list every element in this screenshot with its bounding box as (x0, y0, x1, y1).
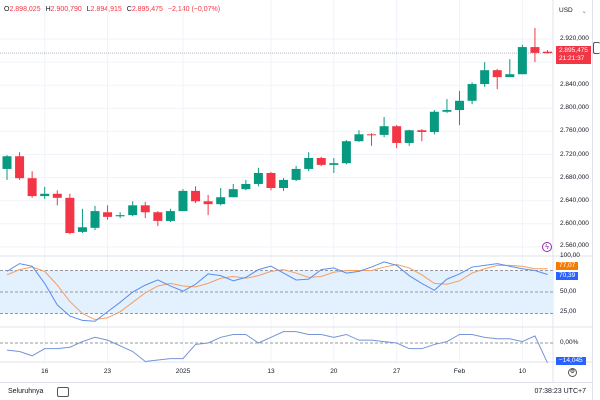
candle-body (417, 130, 427, 132)
candle-body (40, 193, 50, 197)
candle-body (455, 100, 465, 111)
price-tick-label: 2.760,000 (560, 127, 589, 135)
oscillator-line (6, 331, 548, 364)
range-all-button[interactable]: Seluruhnya (8, 388, 44, 395)
currency-dropdown[interactable]: USD ⌄ (559, 7, 587, 15)
price-chart[interactable] (0, 0, 592, 382)
lightning-icon[interactable]: ϟ (542, 242, 552, 252)
right-toolbar (592, 0, 600, 400)
stoch-k-value: 70,39 (556, 272, 579, 280)
candle-body (530, 47, 540, 53)
candle-body (103, 212, 113, 217)
price-tick-label: 2.720,000 (560, 150, 589, 158)
candle-body (90, 211, 100, 228)
time-tick-label: 13 (267, 368, 275, 375)
osc-tick-label: 0,00% (560, 339, 579, 346)
candle-body (429, 111, 439, 132)
candle-body (65, 197, 75, 234)
price-tick-label: 2.560,000 (560, 241, 589, 249)
candle-body (291, 168, 301, 180)
ohlc-legend: O2.898,025 H2.900,790 L2.894,915 C2.895,… (4, 6, 221, 13)
candle-body (191, 190, 201, 202)
candle-body (228, 189, 238, 198)
candle-body (266, 172, 276, 188)
price-tick-label: 2.840,000 (560, 81, 589, 89)
change-value: −2,140 (−0,07%) (167, 6, 221, 13)
candle-body (304, 157, 314, 169)
candle-body (216, 197, 226, 205)
time-tick-label: Feb (453, 368, 466, 375)
candle-body (354, 134, 364, 142)
clock[interactable]: 07:38:23 UTC+7 (534, 388, 586, 395)
candle-body (165, 211, 175, 221)
bottom-toolbar: Seluruhnya 07:38:23 UTC+7 (0, 382, 592, 400)
candle-body (253, 172, 263, 184)
time-tick-label: 23 (103, 368, 112, 375)
open-value: 2.898,025 (9, 6, 41, 13)
candle-body (543, 51, 553, 54)
candle-body (316, 157, 326, 165)
time-tick-label: 2025 (175, 368, 191, 375)
candle-body (52, 193, 62, 198)
stoch-k-line (6, 261, 548, 322)
close-value: 2.895,475 (131, 6, 163, 13)
candle-body (404, 130, 414, 143)
time-tick-label: 27 (393, 368, 401, 375)
candle-body (517, 47, 527, 75)
candle-body (480, 70, 490, 85)
candle-body (379, 126, 389, 135)
candle-body (279, 179, 289, 188)
stoch-tick-label: 50,00 (560, 288, 577, 295)
candle-body (505, 74, 515, 78)
candle-body (27, 178, 37, 197)
price-tick-label: 2.640,000 (560, 196, 589, 204)
candle-body (492, 70, 502, 78)
candle-body (367, 134, 377, 136)
candle-body (115, 215, 125, 217)
candle-body (77, 227, 87, 232)
price-tick-label: 2.680,000 (560, 173, 589, 181)
high-value: 2.900,790 (50, 6, 82, 13)
time-tick-label: 16 (41, 368, 49, 375)
candle-body (341, 141, 351, 164)
last-price-tag: 2.895,475 21:21:37 (556, 46, 591, 64)
candle-body (467, 84, 477, 101)
price-tick-label: 2.920,000 (560, 35, 589, 42)
gear-icon[interactable]: ⚙ (568, 368, 577, 377)
price-tick-label: 2.800,000 (560, 104, 589, 112)
osc-value: −14,045 (556, 357, 586, 365)
time-tick-label: 10 (518, 368, 526, 375)
panel-toggle-button[interactable] (593, 42, 600, 54)
candle-body (442, 110, 452, 112)
stoch-tick-label: 100,00 (560, 252, 580, 259)
candle-body (241, 183, 251, 190)
candle-body (178, 190, 188, 212)
time-tick-label: 20 (330, 368, 338, 375)
candle-body (128, 205, 138, 216)
stoch-d-value: 77,07 (556, 262, 579, 270)
candle-body (140, 205, 150, 213)
candle-body (329, 163, 339, 165)
candle-body (2, 156, 12, 169)
candle-body (153, 212, 163, 221)
candle-body (203, 201, 213, 205)
stoch-tick-label: 25,00 (560, 307, 577, 315)
price-tick-label: 2.600,000 (560, 219, 589, 227)
calendar-icon[interactable] (57, 386, 70, 397)
chevron-down-icon: ⌄ (581, 8, 587, 15)
low-value: 2.894,915 (90, 6, 122, 13)
candle-body (15, 156, 25, 179)
candle-body (392, 126, 402, 143)
